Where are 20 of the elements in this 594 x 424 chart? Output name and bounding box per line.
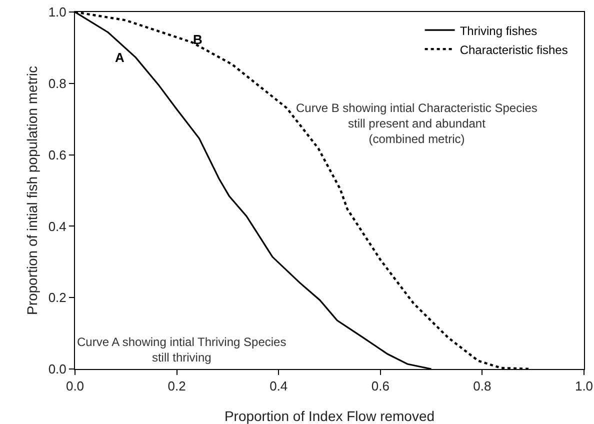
annotation: A	[115, 50, 125, 65]
x-tick-label: 0.6	[371, 378, 390, 394]
x-tick-label: 1.0	[574, 378, 594, 394]
y-tick-label: 0.0	[48, 362, 66, 377]
y-tick-label: 1.0	[48, 4, 66, 20]
y-axis-title: Proportion of intial fish population metric	[24, 66, 40, 316]
x-tick-label: 0.4	[270, 378, 288, 394]
y-tick-label: 0.6	[48, 147, 66, 162]
y-tick-label: 0.2	[48, 290, 66, 306]
x-tick-label: 0.2	[168, 378, 186, 394]
annotation: Curve A showing intial Thriving Species still thriving	[77, 335, 286, 365]
x-tick-label: 0.0	[66, 378, 84, 394]
annotation: Curve B showing intial Characteristic Species still present and abundant (combined metric)	[296, 101, 538, 146]
legend-label: Characteristic fishes	[460, 42, 568, 57]
x-axis-title: Proportion of Index Flow removed	[224, 408, 435, 424]
legend-label: Thriving fishes	[460, 24, 538, 38]
y-tick-label: 0.8	[48, 76, 66, 91]
x-tick-label: 0.8	[473, 378, 492, 394]
annotation: B	[193, 32, 202, 47]
y-tick-label: 0.4	[48, 218, 66, 234]
